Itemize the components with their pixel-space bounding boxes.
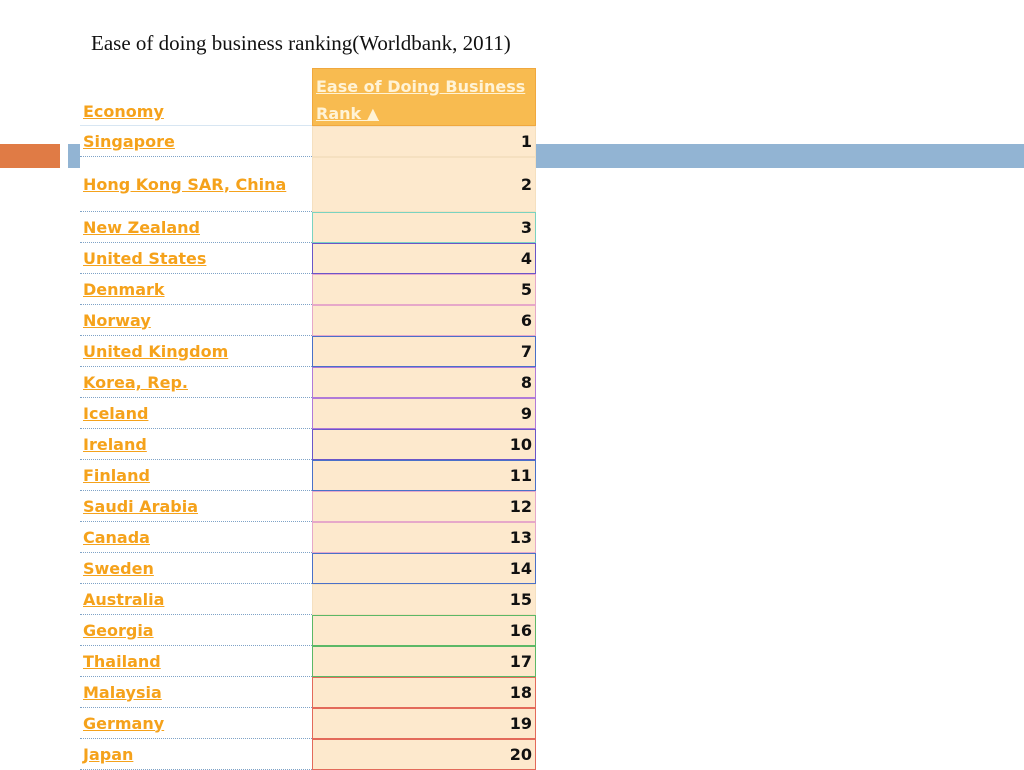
economy-link[interactable]: Finland [83, 465, 150, 485]
table-row: Sweden 14 [80, 553, 538, 584]
rank-cell: 1 [312, 126, 536, 157]
rank-cell: 12 [312, 491, 536, 522]
rank-column-header: Ease of Doing Business Rank ▲ [312, 68, 536, 126]
economy-cell: Georgia [80, 615, 312, 646]
economy-link[interactable]: United States [83, 248, 207, 268]
economy-cell: New Zealand [80, 212, 312, 243]
economy-cell: Singapore [80, 126, 312, 157]
rank-cell: 18 [312, 677, 536, 708]
economy-cell: Finland [80, 460, 312, 491]
economy-cell: Australia [80, 584, 312, 615]
economy-cell: Norway [80, 305, 312, 336]
economy-cell: Germany [80, 708, 312, 739]
economy-link[interactable]: Iceland [83, 403, 149, 423]
rank-cell: 5 [312, 274, 536, 305]
rank-cell: 17 [312, 646, 536, 677]
economy-link[interactable]: Germany [83, 713, 165, 733]
rank-cell: 8 [312, 367, 536, 398]
table-row: Iceland 9 [80, 398, 538, 429]
economy-link[interactable]: New Zealand [83, 217, 200, 237]
rank-cell: 16 [312, 615, 536, 646]
table-row: United States 4 [80, 243, 538, 274]
economy-link[interactable]: Ireland [83, 434, 147, 454]
table-row: Hong Kong SAR, China 2 [80, 157, 538, 212]
rank-cell: 10 [312, 429, 536, 460]
economy-link[interactable]: Japan [83, 744, 134, 764]
economy-link[interactable]: Thailand [83, 651, 161, 671]
rank-cell: 19 [312, 708, 536, 739]
ranking-table: Economy Ease of Doing Business Rank ▲ Si… [80, 68, 538, 770]
table-row: Australia 15 [80, 584, 538, 615]
rank-cell: 11 [312, 460, 536, 491]
table-row: Malaysia 18 [80, 677, 538, 708]
table-row: Georgia 16 [80, 615, 538, 646]
economy-link[interactable]: Hong Kong SAR, China [83, 174, 287, 194]
accent-bar-orange [0, 144, 60, 168]
economy-cell: United States [80, 243, 312, 274]
table-row: Singapore 1 [80, 126, 538, 157]
rank-cell: 7 [312, 336, 536, 367]
rank-cell: 9 [312, 398, 536, 429]
table-row: Saudi Arabia 12 [80, 491, 538, 522]
table-row: United Kingdom 7 [80, 336, 538, 367]
economy-link[interactable]: Sweden [83, 558, 154, 578]
economy-cell: United Kingdom [80, 336, 312, 367]
economy-cell: Ireland [80, 429, 312, 460]
rank-cell: 2 [312, 157, 536, 212]
table-row: Germany 19 [80, 708, 538, 739]
table-row: Ireland 10 [80, 429, 538, 460]
rank-cell: 3 [312, 212, 536, 243]
economy-link[interactable]: Saudi Arabia [83, 496, 199, 516]
rank-cell: 4 [312, 243, 536, 274]
economy-sort-link[interactable]: Economy [83, 102, 164, 121]
rank-cell: 20 [312, 739, 536, 770]
slide-title: Ease of doing business ranking(Worldbank… [91, 31, 511, 55]
rank-cell: 15 [312, 584, 536, 615]
economy-link[interactable]: Malaysia [83, 682, 162, 702]
economy-cell: Saudi Arabia [80, 491, 312, 522]
table-row: Denmark 5 [80, 274, 538, 305]
economy-link[interactable]: Singapore [83, 131, 175, 151]
economy-link[interactable]: Australia [83, 589, 165, 609]
economy-cell: Korea, Rep. [80, 367, 312, 398]
table-row: Korea, Rep. 8 [80, 367, 538, 398]
economy-cell: Hong Kong SAR, China [80, 157, 312, 212]
rank-sort-link[interactable]: Ease of Doing Business Rank ▲ [316, 77, 526, 123]
economy-cell: Sweden [80, 553, 312, 584]
economy-cell: Malaysia [80, 677, 312, 708]
economy-cell: Canada [80, 522, 312, 553]
table-row: Thailand 17 [80, 646, 538, 677]
economy-cell: Japan [80, 739, 312, 770]
rank-cell: 13 [312, 522, 536, 553]
table-row: Norway 6 [80, 305, 538, 336]
economy-link[interactable]: Denmark [83, 279, 165, 299]
economy-cell: Denmark [80, 274, 312, 305]
table-row: New Zealand 3 [80, 212, 538, 243]
table-header-row: Economy Ease of Doing Business Rank ▲ [80, 68, 538, 126]
economy-link[interactable]: Korea, Rep. [83, 372, 188, 392]
rank-cell: 14 [312, 553, 536, 584]
economy-cell: Thailand [80, 646, 312, 677]
economy-column-header: Economy [80, 68, 312, 126]
rank-cell: 6 [312, 305, 536, 336]
economy-link[interactable]: Georgia [83, 620, 154, 640]
economy-link[interactable]: Canada [83, 527, 150, 547]
economy-link[interactable]: Norway [83, 310, 151, 330]
table-row: Japan 20 [80, 739, 538, 770]
table-row: Canada 13 [80, 522, 538, 553]
economy-link[interactable]: United Kingdom [83, 341, 229, 361]
table-row: Finland 11 [80, 460, 538, 491]
economy-cell: Iceland [80, 398, 312, 429]
